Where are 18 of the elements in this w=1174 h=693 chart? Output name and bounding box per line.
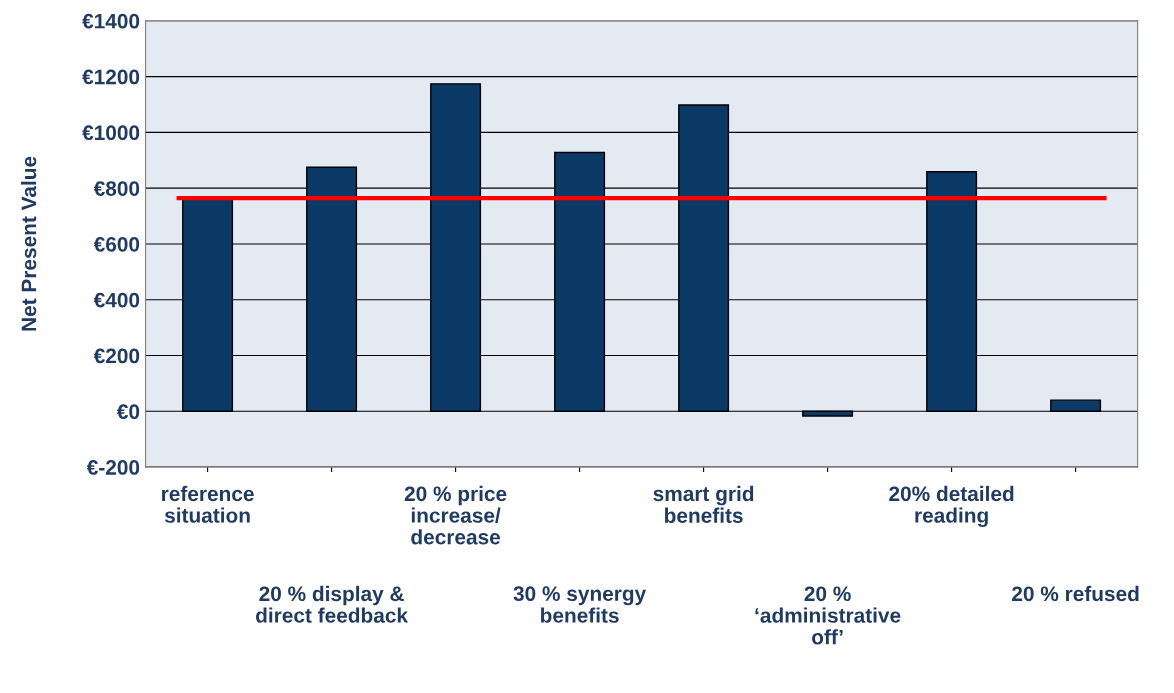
y-tick-label: €800 — [93, 181, 140, 196]
x-tick-label: 20 % ‘administrative off’ — [755, 586, 901, 645]
y-tick-label: €1200 — [82, 69, 140, 85]
x-tick-label: 20 % display & direct feedback — [256, 585, 409, 623]
y-tick-label: €1000 — [82, 125, 140, 141]
x-tick-label: smart grid benefits — [653, 485, 754, 523]
x-tick-label: 20 % refused — [1012, 585, 1139, 602]
x-tick-label: reference situation — [162, 485, 254, 523]
y-tick-label: €1400 — [82, 13, 140, 29]
x-tick-label: 30 % synergy benefits — [513, 586, 647, 623]
x-tick-label: 20% detailed reading — [889, 485, 1014, 528]
y-axis-title: Net Present Value — [21, 156, 37, 331]
x-tick-label: 20 % price increase/ decrease — [404, 485, 507, 545]
y-tick-label: €400 — [93, 292, 140, 308]
y-tick-label: €-200 — [86, 460, 140, 475]
y-tick-label: €0 — [116, 404, 140, 420]
y-tick-label: €200 — [93, 348, 140, 364]
y-tick-label: €600 — [93, 236, 140, 252]
